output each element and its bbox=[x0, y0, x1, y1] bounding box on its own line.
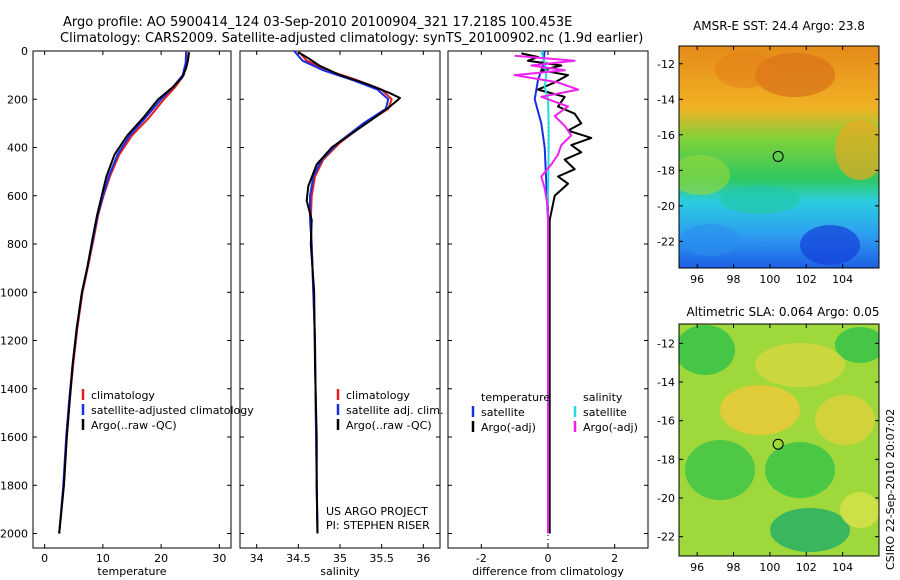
diff-xtick-label: 0 bbox=[545, 552, 552, 565]
map-ytick-label: -12 bbox=[657, 58, 675, 71]
diff-legend-salinity-title: salinity bbox=[583, 391, 623, 404]
depth-tick-label: 0 bbox=[21, 45, 28, 58]
map-xtick-label: 104 bbox=[832, 561, 853, 574]
map-xtick-label: 104 bbox=[832, 273, 853, 286]
map-ytick-label: -14 bbox=[657, 376, 675, 389]
temp-axes-frame bbox=[32, 50, 232, 549]
map-xtick-label: 100 bbox=[759, 561, 780, 574]
depth-tick-label: 1000 bbox=[0, 286, 28, 299]
sla-map-axes: 96 98 100 102 104 -12 -14 -16 -18 -20 -22 bbox=[657, 324, 879, 574]
temp-legend-label: climatology bbox=[91, 389, 155, 402]
temperature-profile-panel: 0 10 20 30 0 200 400 600 800 1000 1200 1400 1600 1800… bbox=[0, 45, 254, 578]
sal-xtick-label: 35.5 bbox=[369, 552, 394, 565]
sla-map-panel: Altimetric SLA: 0.064 Argo: 0.05 96 98 100… bbox=[657, 305, 880, 574]
map-ytick-label: -22 bbox=[657, 235, 675, 248]
map-xtick-label: 98 bbox=[727, 561, 741, 574]
map-xtick-label: 102 bbox=[796, 561, 817, 574]
diff-legend-label: Argo(-adj) bbox=[583, 421, 638, 434]
side-label: CSIRO 22-Sep-2010 20:07:02 bbox=[884, 409, 897, 570]
temp-series-argo-raw-qc- bbox=[58, 52, 191, 534]
temp-xtick-label: 20 bbox=[154, 552, 168, 565]
map-xtick-label: 98 bbox=[727, 273, 741, 286]
depth-tick-label: 1200 bbox=[0, 335, 28, 348]
sal-xtick-label: 34 bbox=[250, 552, 264, 565]
sst-heatmap bbox=[679, 46, 879, 268]
salinity-profile-panel: 34 34.5 35 35.5 36 salinity climatology satelli… bbox=[239, 50, 443, 578]
map-ytick-label: -22 bbox=[657, 531, 675, 544]
diff-xlabel: difference from climatology bbox=[472, 565, 624, 578]
temp-series-climatology bbox=[58, 50, 188, 534]
temp-series-satellite-adjusted-climatology bbox=[58, 50, 188, 534]
diff-xtick-label: -2 bbox=[476, 552, 487, 565]
diff-series-temperature-satellite bbox=[533, 50, 549, 534]
diff-legend-label: satellite bbox=[583, 406, 627, 419]
sal-xlabel: salinity bbox=[320, 565, 360, 578]
depth-tick-label: 800 bbox=[7, 238, 28, 251]
temp-xtick-label: 0 bbox=[41, 552, 48, 565]
map-xtick-label: 102 bbox=[796, 273, 817, 286]
sla-argo-marker bbox=[772, 438, 784, 450]
sal-xtick-label: 35 bbox=[333, 552, 347, 565]
map-ytick-label: -14 bbox=[657, 93, 675, 106]
diff-series-salinity-argo-adj- bbox=[513, 54, 579, 534]
sst-argo-marker bbox=[772, 150, 784, 162]
title-line-2: Climatology: CARS2009. Satellite-adjuste… bbox=[60, 31, 643, 46]
map-ytick-label: -12 bbox=[657, 337, 675, 350]
depth-tick-label: 600 bbox=[7, 190, 28, 203]
diff-legend-label: Argo(-adj) bbox=[481, 421, 536, 434]
sal-series-satellite-adj-clim- bbox=[293, 50, 390, 534]
map-xtick-label: 100 bbox=[759, 273, 780, 286]
depth-tick-label: 1800 bbox=[0, 479, 28, 492]
title-line-1: Argo profile: AO 5900414_124 03-Sep-2010… bbox=[63, 15, 572, 30]
sal-axes-frame bbox=[239, 50, 441, 549]
map-ytick-label: -18 bbox=[657, 453, 675, 466]
temp-legend-label: Argo(..raw -QC) bbox=[91, 419, 177, 432]
depth-tick-label: 2000 bbox=[0, 528, 28, 541]
sst-map-title: AMSR-E SST: 24.4 Argo: 23.8 bbox=[693, 19, 865, 33]
temp-xtick-label: 30 bbox=[212, 552, 226, 565]
temp-legend-label: satellite-adjusted climatology bbox=[91, 404, 254, 417]
sal-series-argo-raw-qc- bbox=[297, 51, 401, 534]
map-ytick-label: -16 bbox=[657, 415, 675, 428]
depth-tick-label: 1400 bbox=[0, 383, 28, 396]
map-xtick-label: 96 bbox=[690, 273, 704, 286]
diff-series-temperature-argo-adj- bbox=[521, 52, 593, 534]
depth-tick-label: 1600 bbox=[0, 431, 28, 444]
map-ytick-label: -20 bbox=[657, 492, 675, 505]
sal-xtick-label: 34.5 bbox=[286, 552, 311, 565]
temp-xtick-label: 10 bbox=[96, 552, 110, 565]
diff-xtick-label: 2 bbox=[611, 552, 618, 565]
map-ytick-label: -20 bbox=[657, 200, 675, 213]
pi-annotation: PI: STEPHEN RISER bbox=[326, 519, 430, 532]
sla-map-title: Altimetric SLA: 0.064 Argo: 0.05 bbox=[686, 305, 879, 319]
sla-heatmap bbox=[679, 324, 879, 556]
map-xtick-label: 96 bbox=[690, 561, 704, 574]
map-ytick-label: -18 bbox=[657, 164, 675, 177]
sst-map-panel: AMSR-E SST: 24.4 Argo: 23.8 96 98 100 102 10… bbox=[657, 19, 880, 286]
sal-legend-label: satellite adj. clim. bbox=[346, 404, 443, 417]
sal-legend-label: climatology bbox=[346, 389, 410, 402]
pi-annotation: US ARGO PROJECT bbox=[326, 505, 428, 518]
sal-legend-label: Argo(..raw -QC) bbox=[346, 419, 432, 432]
diff-legend-temperature-title: temperature bbox=[481, 391, 550, 404]
sst-map-axes: 96 98 100 102 104 -12 -14 -16 -18 -20 -22 bbox=[657, 46, 879, 286]
map-ytick-label: -16 bbox=[657, 129, 675, 142]
depth-tick-label: 400 bbox=[7, 142, 28, 155]
depth-tick-label: 200 bbox=[7, 93, 28, 106]
temp-xlabel: temperature bbox=[97, 565, 166, 578]
sal-xtick-label: 36 bbox=[416, 552, 430, 565]
diff-legend-label: satellite bbox=[481, 406, 525, 419]
